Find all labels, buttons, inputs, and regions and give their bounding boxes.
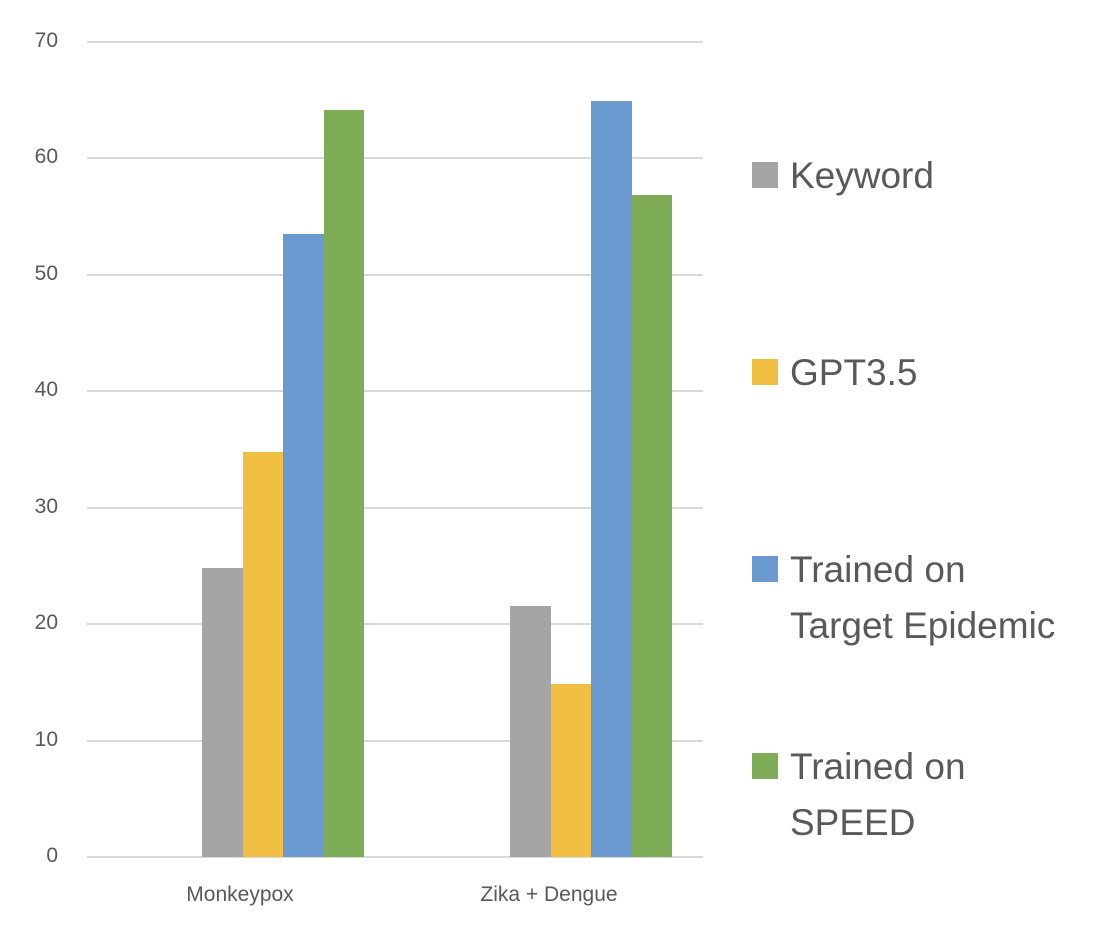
- gridline: [87, 273, 703, 276]
- legend-swatch: [752, 753, 778, 779]
- legend-swatch: [752, 556, 778, 582]
- legend-item-speed: Trained on SPEED: [752, 739, 1110, 851]
- y-tick-label: 30: [34, 494, 58, 518]
- bar: [591, 101, 632, 857]
- bar: [242, 451, 283, 857]
- gridline: [87, 390, 703, 393]
- legend-label: Trained on Target Epidemic: [790, 549, 1056, 646]
- legend-swatch: [752, 359, 778, 385]
- legend-swatch: [752, 162, 778, 188]
- gridline: [87, 41, 703, 43]
- bar: [510, 605, 551, 857]
- y-tick-label: 40: [34, 378, 58, 402]
- bar: [550, 683, 591, 857]
- x-tick-label: Monkeypox: [186, 883, 294, 906]
- gridline: [87, 157, 703, 160]
- y-tick-label: 10: [34, 727, 58, 751]
- gridline: [87, 739, 703, 742]
- y-tick-label: 70: [34, 29, 58, 52]
- x-tick-label: Zika + Dengue: [480, 883, 618, 906]
- legend-label: GPT3.5: [790, 352, 918, 393]
- y-tick-label: 60: [34, 145, 58, 169]
- gridline: [87, 623, 703, 626]
- bar: [323, 109, 364, 857]
- bar: [202, 568, 243, 857]
- legend-label: Trained on SPEED: [790, 746, 966, 843]
- y-tick-label: 20: [34, 611, 58, 635]
- gridline: [87, 856, 703, 858]
- y-tick-label: 50: [34, 261, 58, 285]
- legend-item-target-epidemic: Trained on Target Epidemic: [752, 542, 1110, 654]
- legend-label: Keyword: [790, 155, 934, 196]
- bar: [283, 234, 324, 857]
- legend-item-keyword: Keyword: [752, 148, 1110, 204]
- legend-item-gpt35: GPT3.5: [752, 345, 1110, 401]
- gridline: [87, 506, 703, 509]
- bar: [631, 194, 672, 857]
- y-tick-label: 0: [46, 844, 58, 867]
